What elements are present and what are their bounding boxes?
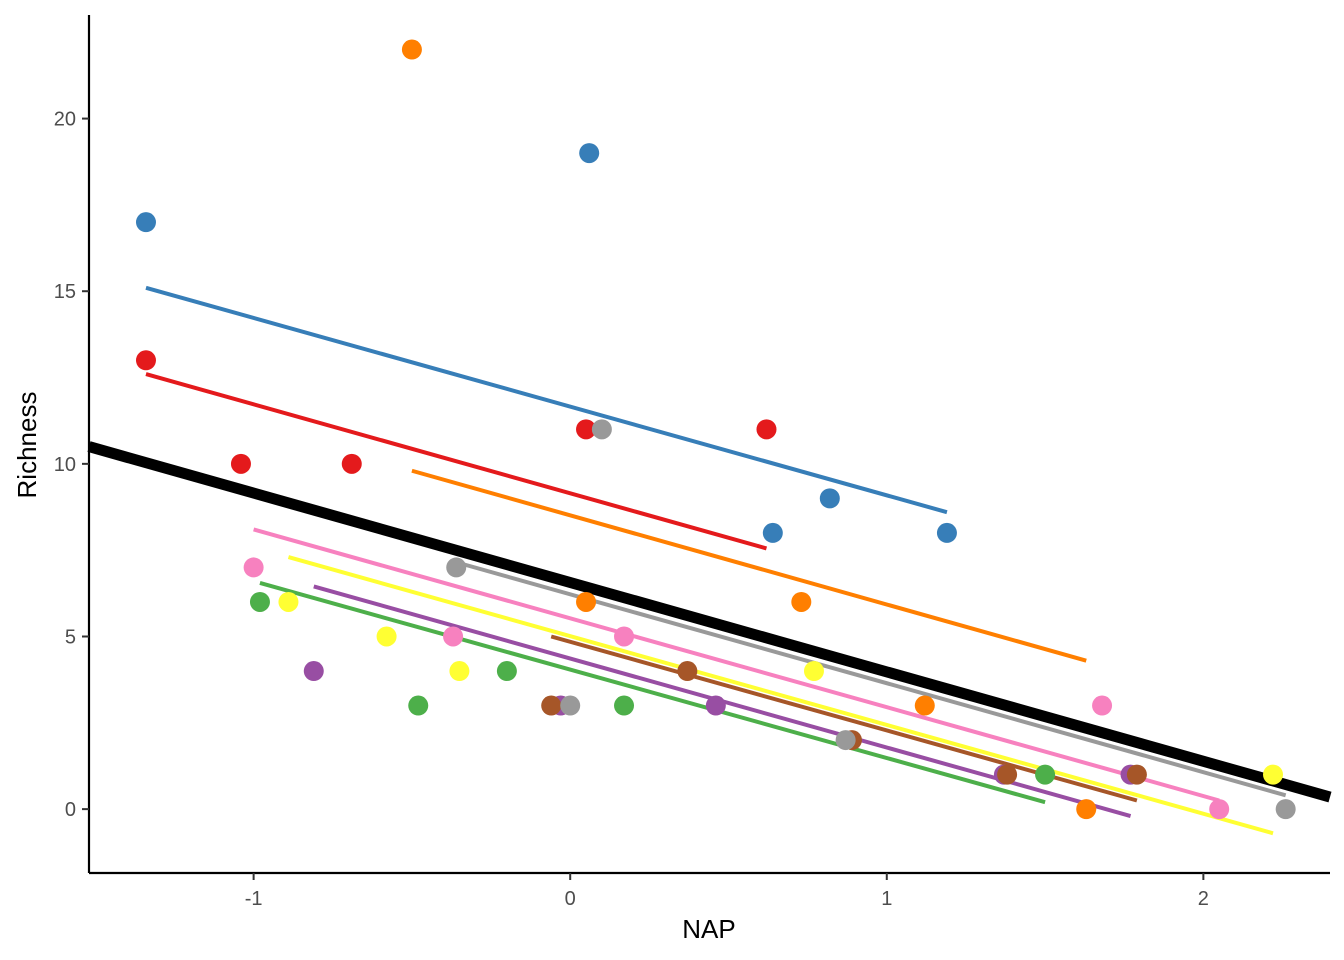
point-beach-7-5 — [1126, 764, 1147, 785]
y-tick-label: 0 — [65, 799, 76, 821]
point-beach-1-1 — [135, 350, 156, 371]
point-beach-6-3 — [449, 661, 470, 682]
x-tick-label: 0 — [565, 888, 576, 910]
x-ticks: -1 0 1 2 — [245, 873, 1209, 910]
point-beach-5-2 — [576, 591, 597, 612]
fit-line-beach-2 — [145, 285, 948, 515]
fit-line-beach-6 — [287, 555, 1274, 836]
point-beach-9-4 — [835, 730, 856, 751]
point-beach-1-2 — [230, 453, 251, 474]
point-beach-6-2 — [376, 626, 397, 647]
point-beach-6-4 — [803, 661, 824, 682]
point-beach-1-4 — [576, 419, 597, 440]
y-ticks: 0 5 10 15 20 — [54, 109, 89, 821]
point-beach-3-5 — [1035, 764, 1056, 785]
point-beach-3-1 — [249, 591, 270, 612]
point-beach-9-1 — [446, 557, 467, 578]
point-beach-4-1 — [303, 661, 324, 682]
point-beach-3-4 — [614, 695, 635, 716]
x-axis-title: NAP — [682, 914, 735, 944]
point-beach-6-1 — [278, 591, 299, 612]
y-tick-label: 20 — [54, 109, 76, 131]
x-tick-label: 1 — [881, 888, 892, 910]
overall-fit-group — [87, 441, 1332, 803]
y-tick-label: 15 — [54, 281, 76, 303]
point-beach-3-2 — [408, 695, 429, 716]
y-tick-label: 5 — [65, 626, 76, 648]
point-beach-6-5 — [1263, 764, 1284, 785]
point-beach-5-5 — [1076, 799, 1097, 820]
point-beach-4-3 — [705, 695, 726, 716]
point-beach-1-3 — [341, 453, 362, 474]
point-beach-8-3 — [614, 626, 635, 647]
point-beach-3-3 — [496, 661, 517, 682]
point-beach-2-5 — [936, 522, 957, 543]
point-beach-8-5 — [1209, 799, 1230, 820]
plot-area — [87, 39, 1332, 836]
point-beach-5-4 — [914, 695, 935, 716]
overall-fit-line — [87, 441, 1332, 803]
point-beach-8-1 — [243, 557, 264, 578]
x-tick-label: -1 — [245, 888, 263, 910]
point-beach-2-3 — [762, 522, 783, 543]
point-beach-5-1 — [401, 39, 422, 60]
point-beach-2-1 — [135, 212, 156, 233]
point-beach-5-3 — [791, 591, 812, 612]
point-beach-7-1 — [541, 695, 562, 716]
y-tick-label: 10 — [54, 454, 76, 476]
x-tick-label: 2 — [1198, 888, 1209, 910]
point-beach-7-2 — [677, 661, 698, 682]
fit-line-beach-5 — [411, 468, 1087, 663]
fit-line-beach-8 — [253, 527, 1220, 803]
point-beach-1-5 — [756, 419, 777, 440]
point-beach-2-2 — [579, 143, 600, 164]
point-beach-9-2 — [560, 695, 581, 716]
point-beach-8-2 — [443, 626, 464, 647]
point-beach-9-5 — [1275, 799, 1296, 820]
fit-lines — [145, 285, 1287, 836]
y-axis-title: Richness — [12, 392, 42, 499]
point-beach-2-4 — [819, 488, 840, 509]
data-points — [135, 39, 1296, 820]
point-beach-7-4 — [997, 764, 1018, 785]
point-beach-9-3 — [591, 419, 612, 440]
axes: -1 0 1 2 0 5 10 15 20 — [54, 15, 1330, 910]
fit-line-beach-1 — [145, 372, 768, 551]
point-beach-8-4 — [1092, 695, 1113, 716]
fit-line-beach-3 — [259, 581, 1046, 805]
